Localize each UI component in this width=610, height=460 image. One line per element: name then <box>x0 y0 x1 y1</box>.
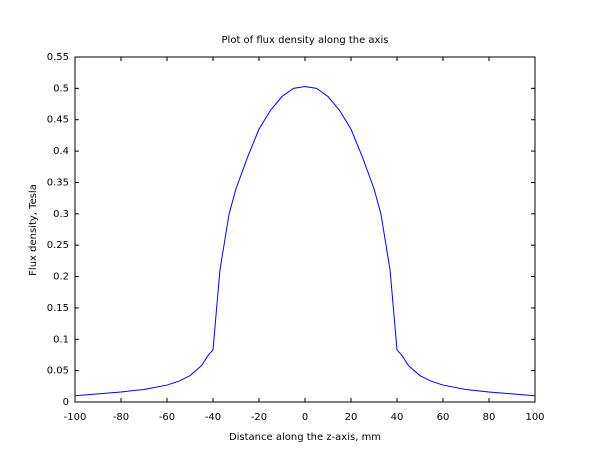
x-tick-label: 40 <box>391 412 404 423</box>
y-tick-label: 0.05 <box>47 366 69 377</box>
x-tick-label: 60 <box>437 412 450 423</box>
x-axis-label: Distance along the z-axis, mm <box>229 432 381 443</box>
x-tick-label: -40 <box>205 412 221 423</box>
y-tick-label: 0.55 <box>47 52 69 63</box>
x-tick-label: 0 <box>302 412 308 423</box>
y-tick-label: 0 <box>63 397 69 408</box>
y-tick-label: 0.2 <box>53 272 69 283</box>
data-line <box>74 85 536 397</box>
y-tick-label: 0.3 <box>53 209 69 220</box>
x-tick-label: -80 <box>113 412 129 423</box>
y-tick-label: 0.45 <box>47 115 69 126</box>
y-tick-label: 0.1 <box>53 334 69 345</box>
x-tick-label: 80 <box>483 412 496 423</box>
y-tick-label: 0.15 <box>47 303 69 314</box>
y-axis-label: Flux density, Tesla <box>28 184 39 276</box>
x-tick-label: -60 <box>159 412 175 423</box>
x-tick-label: -20 <box>251 412 267 423</box>
y-tick-label: 0.35 <box>47 177 69 188</box>
chart-title: Plot of flux density along the axis <box>222 35 389 46</box>
y-tick-label: 0.25 <box>47 240 69 251</box>
y-tick-label: 0.5 <box>53 83 69 94</box>
y-tick-label: 0.4 <box>53 146 69 157</box>
plot-frame <box>74 56 536 403</box>
x-tick-label: 100 <box>525 412 544 423</box>
x-tick-label: -100 <box>64 412 87 423</box>
x-tick-label: 20 <box>345 412 358 423</box>
